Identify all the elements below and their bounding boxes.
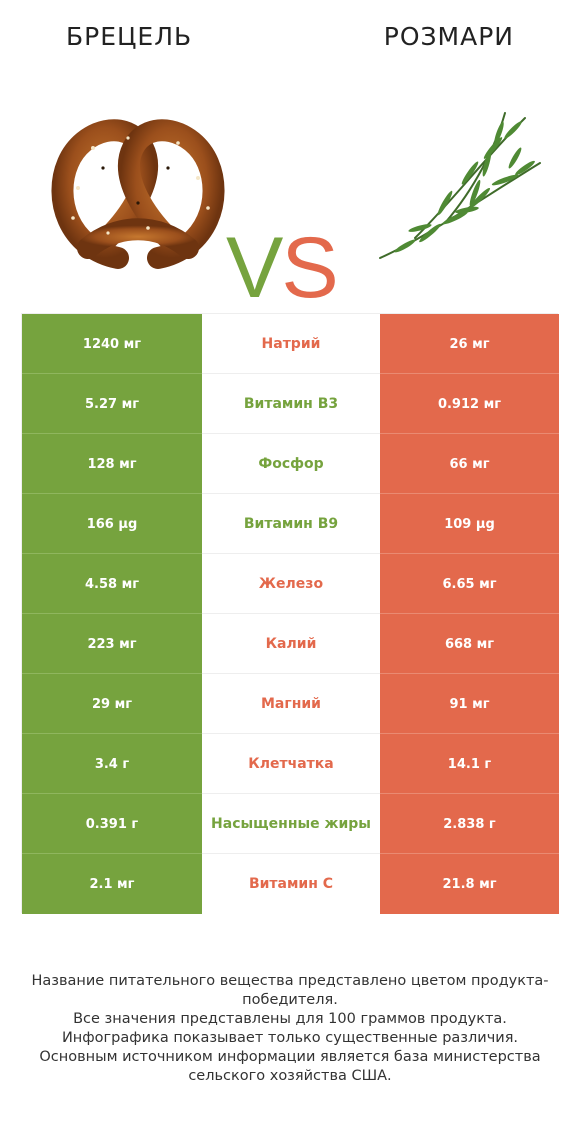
right-value: 0.912 мг — [380, 374, 559, 434]
left-value: 128 мг — [22, 434, 202, 494]
right-value: 2.838 г — [380, 794, 559, 854]
row-divider — [380, 733, 559, 734]
nutrient-name: Витамин C — [202, 854, 380, 914]
left-value: 0.391 г — [22, 794, 202, 854]
table-row: 29 мг Магний 91 мг — [22, 674, 559, 734]
left-value: 166 µg — [22, 494, 202, 554]
left-value: 1240 мг — [22, 314, 202, 374]
table-row: 223 мг Калий 668 мг — [22, 614, 559, 674]
vs-v-letter: V — [226, 220, 283, 316]
row-divider — [22, 793, 202, 794]
rosemary-icon — [379, 112, 541, 259]
row-divider — [202, 853, 380, 854]
right-value: 21.8 мг — [380, 854, 559, 914]
right-value: 668 мг — [380, 614, 559, 674]
row-divider — [380, 493, 559, 494]
row-divider — [380, 433, 559, 434]
row-divider — [202, 613, 380, 614]
pretzel-icon — [51, 119, 225, 269]
left-value: 4.58 мг — [22, 554, 202, 614]
footer-line-3: Инфографика показывает только существенн… — [61, 1030, 519, 1046]
left-product-title: БРЕЦЕЛЬ — [66, 22, 193, 51]
row-divider — [202, 433, 380, 434]
right-product-title: РОЗМАРИ — [383, 22, 514, 51]
row-divider — [22, 853, 202, 854]
row-divider — [202, 373, 380, 374]
footer-line-1: Название питательного вещества представл… — [31, 973, 549, 1008]
table-row: 5.27 мг Витамин B3 0.912 мг — [22, 374, 559, 434]
hero-images: VS — [0, 100, 580, 311]
right-value: 6.65 мг — [380, 554, 559, 614]
footer-line-4: Основным источником информации является … — [39, 1049, 541, 1084]
left-value: 2.1 мг — [22, 854, 202, 914]
nutrient-name: Витамин B3 — [202, 374, 380, 434]
row-divider — [380, 613, 559, 614]
row-divider — [380, 673, 559, 674]
left-value: 29 мг — [22, 674, 202, 734]
nutrient-name: Фосфор — [202, 434, 380, 494]
table-row: 1240 мг Натрий 26 мг — [22, 314, 559, 374]
row-divider — [202, 733, 380, 734]
right-value: 26 мг — [380, 314, 559, 374]
row-divider — [22, 493, 202, 494]
row-divider — [22, 613, 202, 614]
footer-notes: Название питательного вещества представл… — [20, 972, 560, 1086]
row-divider — [202, 553, 380, 554]
nutrient-name: Железо — [202, 554, 380, 614]
right-value: 14.1 г — [380, 734, 559, 794]
right-value: 66 мг — [380, 434, 559, 494]
row-divider — [202, 793, 380, 794]
nutrient-name: Витамин B9 — [202, 494, 380, 554]
row-divider — [202, 493, 380, 494]
row-divider — [22, 733, 202, 734]
row-divider — [22, 433, 202, 434]
row-divider — [380, 373, 559, 374]
row-divider — [380, 793, 559, 794]
right-value: 91 мг — [380, 674, 559, 734]
row-divider — [22, 553, 202, 554]
table-row: 166 µg Витамин B9 109 µg — [22, 494, 559, 554]
table-row: 2.1 мг Витамин C 21.8 мг — [22, 854, 559, 914]
right-value: 109 µg — [380, 494, 559, 554]
nutrient-name: Магний — [202, 674, 380, 734]
row-divider — [380, 853, 559, 854]
table-row: 3.4 г Клетчатка 14.1 г — [22, 734, 559, 794]
row-divider — [380, 553, 559, 554]
nutrient-name: Насыщенные жиры — [202, 794, 380, 854]
left-value: 5.27 мг — [22, 374, 202, 434]
left-value: 3.4 г — [22, 734, 202, 794]
comparison-table: 1240 мг Натрий 26 мг 5.27 мг Витамин B3 0.912… — [21, 313, 559, 914]
nutrient-name: Натрий — [202, 314, 380, 374]
table-row: 4.58 мг Железо 6.65 мг — [22, 554, 559, 614]
nutrient-name: Калий — [202, 614, 380, 674]
left-value: 223 мг — [22, 614, 202, 674]
nutrient-name: Клетчатка — [202, 734, 380, 794]
table-row: 0.391 г Насыщенные жиры 2.838 г — [22, 794, 559, 854]
row-divider — [22, 373, 202, 374]
row-divider — [202, 673, 380, 674]
vs-label: VS — [226, 225, 339, 311]
row-divider — [22, 673, 202, 674]
vs-s-letter: S — [281, 220, 338, 316]
table-row: 128 мг Фосфор 66 мг — [22, 434, 559, 494]
footer-line-2: Все значения представлены для 100 граммо… — [73, 1011, 507, 1027]
